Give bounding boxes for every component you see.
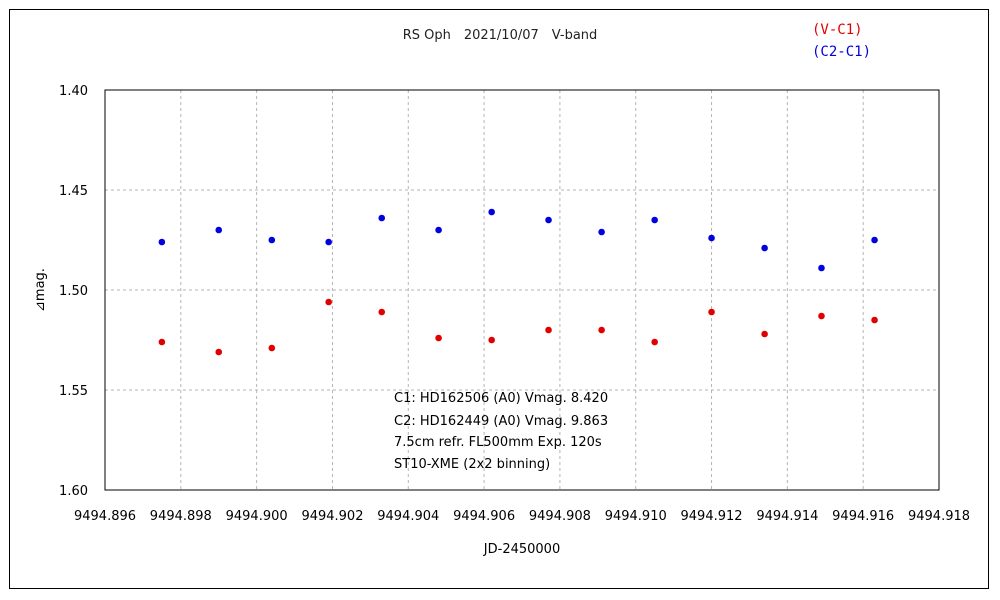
x-tick-label: 9494.918	[908, 509, 970, 524]
y-tick-label: 1.60	[59, 484, 88, 499]
point-v-c1	[435, 334, 442, 342]
annotation-c2: C2: HD162449 (A0) Vmag. 9.863	[394, 414, 608, 429]
point-c2-c1	[708, 234, 715, 242]
point-v-c1	[158, 338, 166, 346]
y-tick-label: 1.45	[59, 184, 88, 199]
x-tick-label: 9494.910	[605, 509, 667, 524]
y-tick-label: 1.50	[59, 284, 88, 299]
point-c2-c1	[378, 214, 386, 222]
x-tick-label: 9494.898	[150, 509, 212, 524]
point-v-c1	[598, 326, 605, 334]
point-v-c1	[268, 344, 276, 352]
annotation-telescope: 7.5cm refr. FL500mm Exp. 120s	[394, 435, 602, 450]
x-tick-label: 9494.900	[226, 509, 288, 524]
point-c2-c1	[598, 228, 605, 236]
x-tick-label: 9494.902	[301, 509, 363, 524]
x-tick-label: 9494.916	[832, 509, 894, 524]
grid-lines	[105, 90, 939, 490]
point-c2-c1	[545, 216, 552, 224]
point-v-c1	[708, 308, 715, 316]
y-axis-label: ⊿mag.	[33, 268, 48, 312]
point-c2-c1	[325, 238, 332, 246]
x-tick-labels: 9494.896 9494.898 9494.900 9494.902 9494.904…	[74, 509, 970, 524]
point-c2-c1	[488, 208, 495, 216]
x-tick-label: 9494.912	[681, 509, 743, 524]
plot-area	[104, 89, 940, 491]
x-tick-label: 9494.914	[756, 509, 818, 524]
point-c2-c1	[435, 226, 442, 234]
point-v-c1	[545, 326, 552, 334]
point-c2-c1	[818, 264, 825, 272]
y-tick-labels: 1.40 1.45 1.50 1.55 1.60	[59, 84, 88, 499]
annotation-camera: ST10-XME (2x2 binning)	[394, 457, 550, 472]
point-c2-c1	[215, 226, 223, 234]
y-tick-label: 1.55	[59, 384, 88, 399]
x-tick-label: 9494.904	[377, 509, 439, 524]
legend-entry-c2-c1: (C2-C1)	[812, 44, 871, 60]
chart-frame	[9, 9, 989, 589]
point-c2-c1	[268, 236, 276, 244]
point-v-c1	[871, 316, 878, 324]
y-tick-label: 1.40	[59, 84, 88, 99]
point-v-c1	[761, 330, 768, 338]
annotation-c1: C1: HD162506 (A0) Vmag. 8.420	[394, 391, 608, 406]
point-c2-c1	[871, 236, 878, 244]
point-v-c1	[488, 336, 495, 344]
point-c2-c1	[651, 216, 658, 224]
point-c2-c1	[158, 238, 166, 246]
x-tick-label: 9494.896	[74, 509, 136, 524]
point-v-c1	[818, 312, 825, 320]
legend-entry-v-c1: (V-C1)	[812, 22, 863, 38]
point-v-c1	[378, 308, 386, 316]
x-tick-label: 9494.908	[529, 509, 591, 524]
x-tick-label: 9494.906	[453, 509, 515, 524]
data-points	[158, 208, 878, 356]
point-v-c1	[651, 338, 658, 346]
point-v-c1	[215, 348, 223, 356]
point-c2-c1	[761, 244, 768, 252]
x-axis-label: JD-2450000	[483, 542, 560, 557]
point-v-c1	[325, 298, 332, 306]
chart-title: RS Oph 2021/10/07 V-band	[403, 28, 598, 43]
